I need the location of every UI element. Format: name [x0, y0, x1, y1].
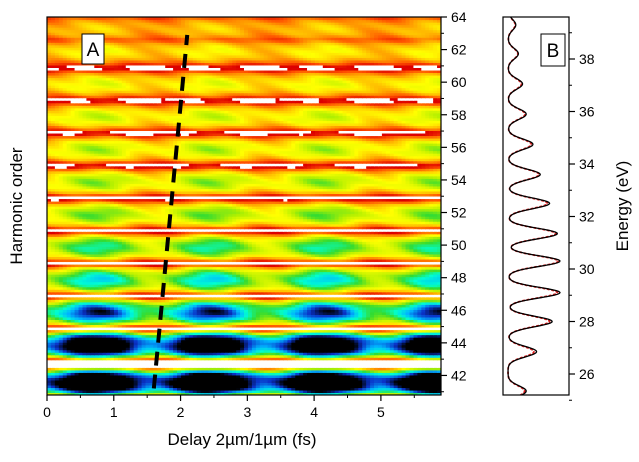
heatmap-cells [47, 17, 442, 396]
